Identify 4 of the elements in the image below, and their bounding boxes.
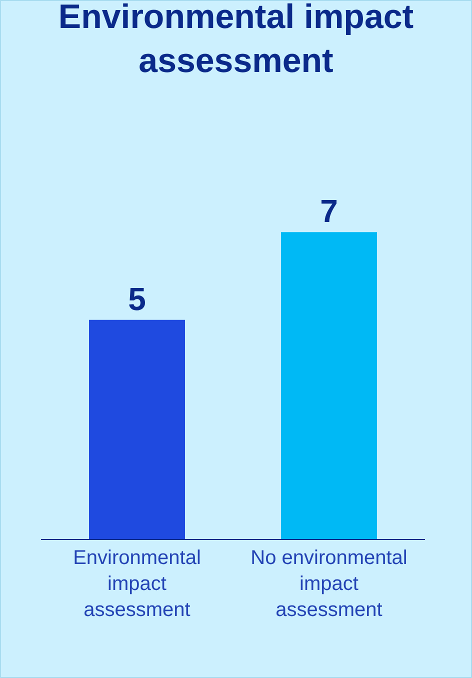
data-label: 7: [320, 193, 338, 230]
x-tick-label: No environmental impact assessment: [250, 547, 408, 621]
chart-title: Environmental impact assessment: [58, 0, 414, 80]
data-label: 5: [128, 280, 146, 317]
